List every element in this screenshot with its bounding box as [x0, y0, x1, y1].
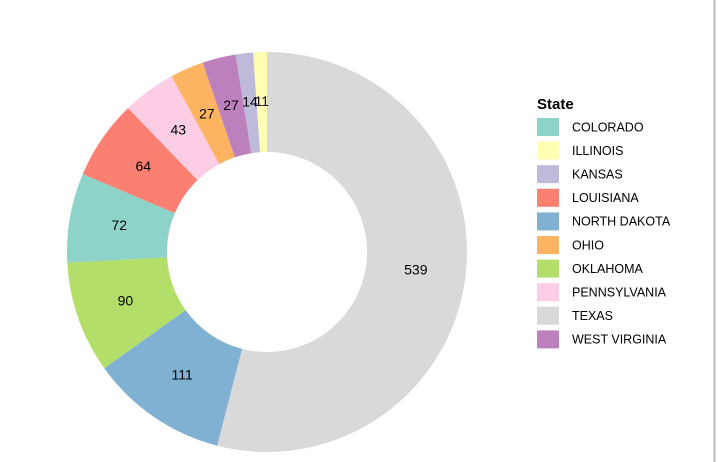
- legend-key: [537, 259, 559, 278]
- donut-slice: [235, 52, 261, 154]
- donut-slice: [253, 52, 267, 153]
- legend-label: OHIO: [572, 238, 604, 252]
- data-label: 11: [255, 93, 270, 109]
- legend-label: COLORADO: [572, 120, 644, 134]
- legend-label: PENNSYLVANIA: [572, 285, 667, 299]
- legend-key: [537, 188, 559, 207]
- data-label: 64: [136, 158, 152, 174]
- legend-key: [537, 236, 559, 254]
- data-label: 27: [199, 105, 215, 121]
- data-label: 72: [111, 217, 127, 233]
- legend-label: KANSAS: [572, 167, 623, 181]
- legend-label: LOUISIANA: [572, 191, 639, 205]
- legend-key: [537, 141, 559, 160]
- donut-slice: [128, 76, 220, 181]
- legend-label: TEXAS: [572, 309, 613, 323]
- legend-key: [537, 118, 559, 136]
- donut-slice: [82, 108, 198, 214]
- legend-key: [537, 306, 559, 325]
- donut-slice: [104, 310, 243, 446]
- data-label: 111: [172, 366, 193, 382]
- data-label: 43: [171, 122, 187, 138]
- data-label: 90: [118, 292, 134, 308]
- legend-key: [537, 212, 559, 231]
- data-label: 539: [404, 262, 428, 278]
- legend-title: State: [537, 96, 574, 113]
- legend-label: NORTH DAKOTA: [572, 215, 671, 229]
- legend-key: [537, 330, 559, 349]
- legend-key: [537, 283, 559, 302]
- data-label: 14: [242, 94, 258, 110]
- legend-label: ILLINOIS: [572, 144, 623, 158]
- legend-label: WEST VIRGINIA: [572, 333, 667, 347]
- donut-slice: [202, 54, 252, 158]
- donut-slice: [171, 62, 235, 165]
- legend-key: [537, 165, 559, 184]
- legend-label: OKLAHOMA: [572, 262, 644, 276]
- donut-slice: [67, 257, 186, 369]
- donut-slice: [217, 52, 468, 453]
- data-label: 27: [223, 97, 239, 113]
- donut-slice: [67, 174, 175, 263]
